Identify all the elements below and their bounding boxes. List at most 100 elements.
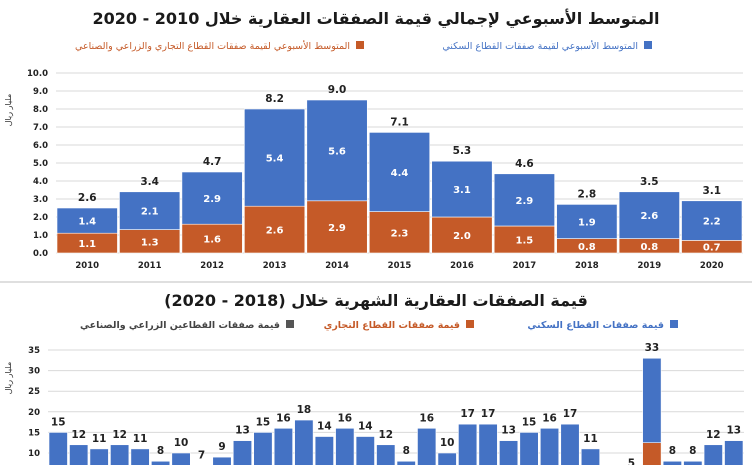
chart1-label-residential: 1.4 (78, 217, 96, 228)
chart2-bar-residential (212, 456, 232, 465)
chart1-bar-residential (556, 204, 618, 239)
chart1-title: المتوسط الأسبوعي لإجمالي قيمة الصفقات ال… (92, 9, 659, 29)
chart2-label-total: 14 (358, 421, 373, 433)
chart2-label-total: 11 (133, 433, 148, 445)
chart2-label-total: 12 (112, 429, 127, 441)
chart1-bar-residential (618, 191, 680, 239)
chart2-bar-residential (335, 427, 355, 465)
chart1-y-tick-label: 1.0 (33, 231, 48, 241)
chart1-legend-swatch-residential (644, 41, 652, 49)
chart1-bar-commercial (493, 225, 555, 254)
chart1-label-commercial: 1.3 (141, 237, 159, 248)
chart2-bar-residential (294, 419, 314, 465)
chart1-label-residential: 2.2 (703, 217, 721, 228)
chart2-bar-residential (539, 427, 560, 465)
chart1-bar-residential (306, 99, 368, 202)
chart1-bar-commercial (368, 211, 431, 254)
chart1-label-commercial: 0.8 (640, 242, 658, 253)
chart1-legend-swatch-commercial (356, 41, 364, 49)
chart2-label-total: 13 (501, 425, 516, 437)
chart1-x-tick-label: 2017 (513, 261, 537, 271)
chart1-label-residential: 2.1 (141, 207, 159, 218)
chart2-y-tick-label: 20 (28, 408, 40, 418)
chart1-y-tick-label: 4.0 (33, 177, 48, 187)
chart2-label-total: 5 (628, 458, 635, 465)
chart2-label-total: 7 (198, 449, 205, 461)
chart2-bar-residential (89, 448, 109, 465)
chart2-legend: قيمة صفقات القطاع السكني قيمة صفقات القط… (80, 320, 678, 331)
chart-weekly-average: المتوسط الأسبوعي لإجمالي قيمة الصفقات ال… (4, 9, 743, 271)
chart1-x-tick-label: 2010 (75, 261, 99, 271)
chart2-label-total: 10 (440, 437, 455, 449)
chart2-bar-residential (703, 444, 723, 465)
chart2-bar-residential (396, 460, 416, 465)
chart1-y-tick-label: 9.0 (33, 87, 48, 97)
chart1-label-total: 3.4 (140, 176, 159, 188)
chart1-label-commercial: 0.8 (578, 242, 596, 253)
chart1-bar-residential (368, 132, 431, 212)
chart1-bars: 1.1 1.4 2.6 1.3 2.1 3.4 1.6 2.9 4.7 2.6 5.4 8.2 2.9 5… (56, 84, 743, 254)
chart1-bar-commercial (181, 223, 243, 254)
chart2-label-total: 11 (92, 433, 107, 445)
chart2-legend-label-commercial: قيمة صفقات القطاع التجاري (324, 320, 460, 331)
chart2-label-total: 10 (174, 437, 189, 449)
chart1-bar-residential (244, 108, 306, 207)
chart2-label-total: 13 (235, 425, 250, 437)
chart2-bar-residential (662, 460, 682, 465)
chart2-label-total: 17 (460, 408, 475, 420)
chart1-label-residential: 5.4 (266, 154, 284, 165)
chart2-bar-residential (314, 436, 334, 465)
chart1-y-tick-label: 2.0 (33, 213, 48, 223)
chart2-ylabel: مليار ريال (4, 362, 13, 395)
chart2-label-total: 15 (51, 416, 66, 428)
chart2-bar-residential (437, 452, 457, 465)
chart2-label-total: 15 (522, 416, 537, 428)
chart2-bar-residential (417, 427, 437, 465)
chart2-bar-commercial (642, 442, 662, 465)
chart1-x-tick-label: 2020 (700, 261, 724, 271)
chart2-label-total: 8 (669, 445, 676, 457)
chart1-y-tick-label: 5.0 (33, 159, 48, 169)
chart1-x-tick-label: 2019 (637, 261, 661, 271)
chart1-label-residential: 2.6 (640, 211, 658, 222)
chart1-label-total: 3.1 (702, 185, 721, 197)
chart-monthly-values: قيمة الصفقات العقارية الشهرية خلال (2018… (4, 291, 744, 465)
chart2-y-tick-label: 15 (28, 428, 40, 438)
chart1-y-tick-label: 0.0 (33, 249, 48, 259)
chart2-label-total: 8 (157, 445, 164, 457)
chart1-label-total: 4.7 (203, 156, 222, 168)
chart1-y-tick-label: 6.0 (33, 141, 48, 151)
chart2-legend-label-residential: قيمة صفقات القطاع السكني (527, 320, 664, 331)
chart1-label-commercial: 2.0 (453, 231, 471, 242)
chart1-x-ticks: 2010 2011 2012 2013 2014 2015 2016 2017 2018 2019… (75, 261, 723, 271)
chart1-x-tick-label: 2015 (388, 261, 412, 271)
chart2-bar-residential (151, 460, 171, 465)
chart2-bar-residential (110, 444, 130, 465)
chart1-label-commercial: 1.6 (203, 235, 221, 246)
chart2-bar-residential (355, 436, 375, 465)
chart2-y-tick-label: 10 (28, 449, 40, 459)
chart1-bar-residential (119, 191, 181, 230)
chart2-bar-residential (232, 440, 253, 465)
chart2-bar-residential (580, 448, 601, 465)
chart1-label-total: 4.6 (515, 158, 534, 170)
chart2-label-total: 16 (419, 412, 434, 424)
chart2-label-total: 16 (338, 412, 353, 424)
chart2-label-total: 18 (297, 404, 312, 416)
chart2-y-ticks: 10 15 20 25 30 35 (28, 346, 40, 459)
chart1-bar-residential (431, 160, 493, 218)
chart1-label-total: 2.8 (578, 188, 597, 200)
chart1-label-commercial: 2.3 (391, 228, 409, 239)
chart2-bar-residential (499, 440, 519, 465)
chart2-label-total: 12 (71, 429, 86, 441)
chart1-label-residential: 4.4 (391, 168, 409, 179)
chart2-y-tick-label: 30 (28, 367, 40, 377)
chart2-label-total: 15 (256, 416, 271, 428)
chart1-bar-residential (493, 173, 555, 227)
chart2-bar-residential (683, 460, 703, 465)
chart1-x-tick-label: 2013 (263, 261, 287, 271)
chart1-label-residential: 1.9 (578, 218, 596, 229)
chart2-label-total: 13 (726, 425, 741, 437)
chart2-label-total: 16 (542, 412, 557, 424)
chart2-gridlines (48, 349, 744, 454)
